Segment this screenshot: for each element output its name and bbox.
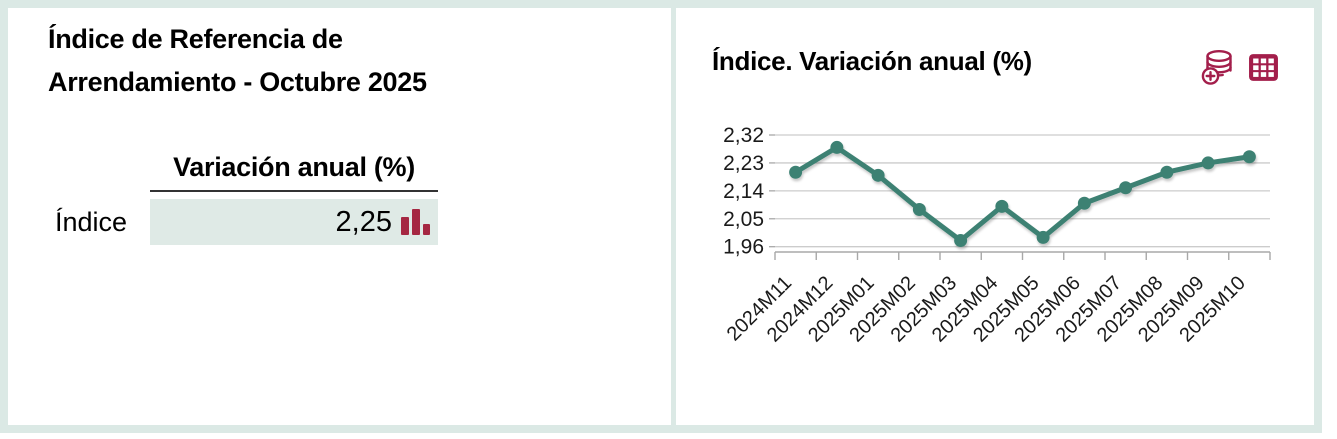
data-point-2025M05[interactable] [1036,230,1050,244]
data-point-2025M07[interactable] [1119,181,1133,195]
table-view-button[interactable] [1245,49,1281,85]
data-point-2025M09[interactable] [1201,156,1215,170]
variation-line-chart: 2,32 2,23 2,14 2,05 1,96 2024M11 2024M12 2025M0… [700,110,1300,378]
chart-title: Índice. Variación anual (%) [712,46,1032,76]
svg-text:2,05: 2,05 [723,208,764,231]
data-point-2025M03[interactable] [954,233,968,247]
svg-text:2,32: 2,32 [723,124,764,147]
panel-divider [671,8,676,425]
data-point-2024M11[interactable] [789,165,803,179]
annual-variation-value: 2,25 [335,205,392,238]
svg-text:2,14: 2,14 [723,180,764,203]
page-title: Índice de Referencia de Arrendamiento - … [48,24,427,97]
table-grid-icon [1248,53,1278,81]
data-point-2024M12[interactable] [830,140,844,154]
table-value-cell: 2,25 [150,199,438,245]
widget-card-frame [0,0,1322,433]
data-point-2025M08[interactable] [1160,165,1174,179]
svg-text:1,96: 1,96 [723,236,764,259]
table-column-header: Variación anual (%) [150,146,438,192]
data-point-2025M10[interactable] [1242,150,1256,164]
table-row-label: Índice [55,206,128,237]
mini-bar-chart-icon [401,208,430,235]
svg-text:2,23: 2,23 [723,152,764,175]
data-point-2025M04[interactable] [995,199,1009,213]
data-point-2025M02[interactable] [912,202,926,216]
data-point-2025M01[interactable] [871,168,885,182]
database-add-icon [1201,49,1232,85]
database-add-button[interactable] [1200,49,1236,85]
chart-toolbar [1200,49,1281,85]
data-point-2025M06[interactable] [1077,196,1091,210]
